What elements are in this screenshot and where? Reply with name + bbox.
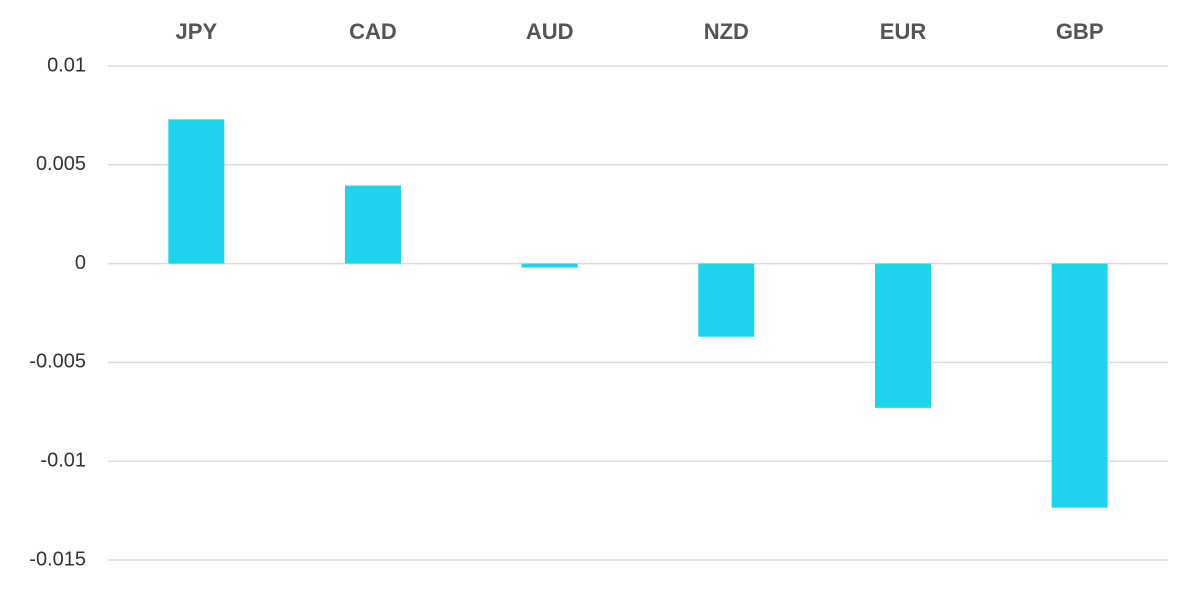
x-tick-label: NZD xyxy=(704,19,749,44)
x-tick-label: GBP xyxy=(1056,19,1104,44)
bar xyxy=(698,263,755,337)
y-tick-label: -0.015 xyxy=(29,548,86,570)
bar xyxy=(345,185,401,264)
bar xyxy=(168,119,225,264)
y-tick-label: 0 xyxy=(75,252,86,274)
bar xyxy=(521,263,578,268)
y-tick-label: -0.005 xyxy=(29,351,86,373)
x-tick-label: EUR xyxy=(880,19,927,44)
y-tick-label: 0.005 xyxy=(36,153,86,175)
y-tick-label: -0.01 xyxy=(40,449,86,471)
x-tick-label: AUD xyxy=(526,19,574,44)
x-tick-label: CAD xyxy=(349,19,397,44)
y-tick-label: 0.01 xyxy=(47,54,86,76)
x-tick-label: JPY xyxy=(176,19,218,44)
bar xyxy=(1051,263,1108,508)
bar xyxy=(875,263,931,408)
